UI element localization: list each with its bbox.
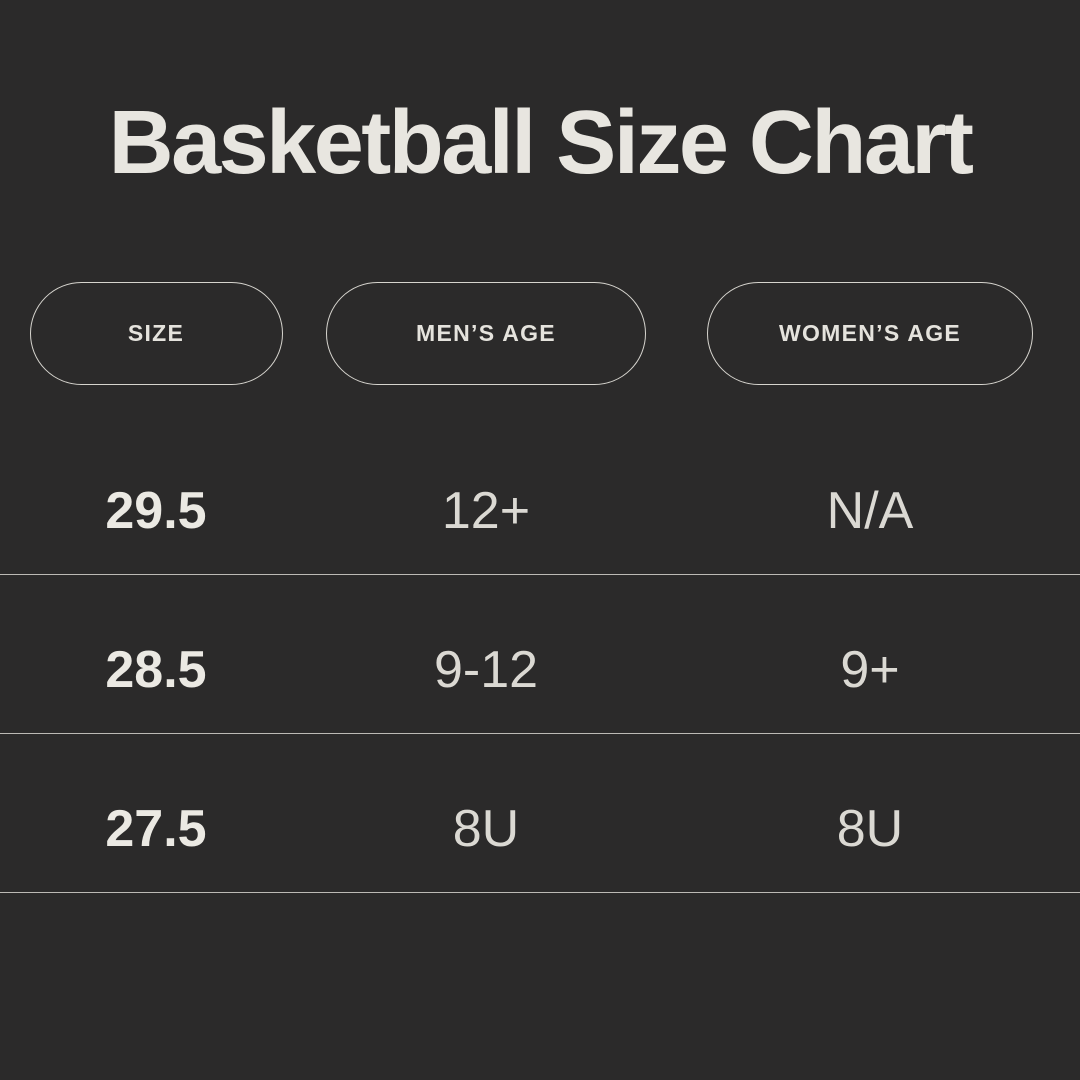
womens-age-value: N/A: [826, 481, 914, 540]
header-cell-size: SIZE: [0, 282, 312, 385]
mens-age-header-pill: MEN’S AGE: [326, 282, 646, 385]
table-header-row: SIZE MEN’S AGE WOMEN’S AGE: [0, 282, 1080, 385]
mens-age-value: 8U: [452, 799, 520, 858]
header-cell-womens-age: WOMEN’S AGE: [660, 282, 1080, 385]
size-value: 28.5: [105, 640, 207, 699]
size-header-label: SIZE: [127, 320, 185, 346]
mens-age-value: 12+: [441, 481, 531, 540]
size-value: 29.5: [105, 481, 207, 540]
mens-age-header-label: MEN’S AGE: [416, 320, 556, 346]
size-header-pill: SIZE: [29, 282, 283, 385]
womens-age-header-label: WOMEN’S AGE: [778, 320, 962, 346]
header-cell-mens-age: MEN’S AGE: [312, 282, 660, 385]
table-row: 28.5 9-12 9+: [0, 575, 1080, 734]
womens-age-value: 9+: [840, 640, 900, 699]
womens-age-header-pill: WOMEN’S AGE: [707, 282, 1033, 385]
table-body: 29.5 12+ N/A 28.5 9-12 9+ 27.5 8U 8U: [0, 416, 1080, 893]
womens-age-value: 8U: [836, 799, 904, 858]
size-value: 27.5: [105, 799, 207, 858]
table-row: 27.5 8U 8U: [0, 734, 1080, 893]
table-row: 29.5 12+ N/A: [0, 416, 1080, 575]
mens-age-value: 9-12: [433, 640, 539, 699]
page-title: Basketball Size Chart: [108, 93, 974, 193]
